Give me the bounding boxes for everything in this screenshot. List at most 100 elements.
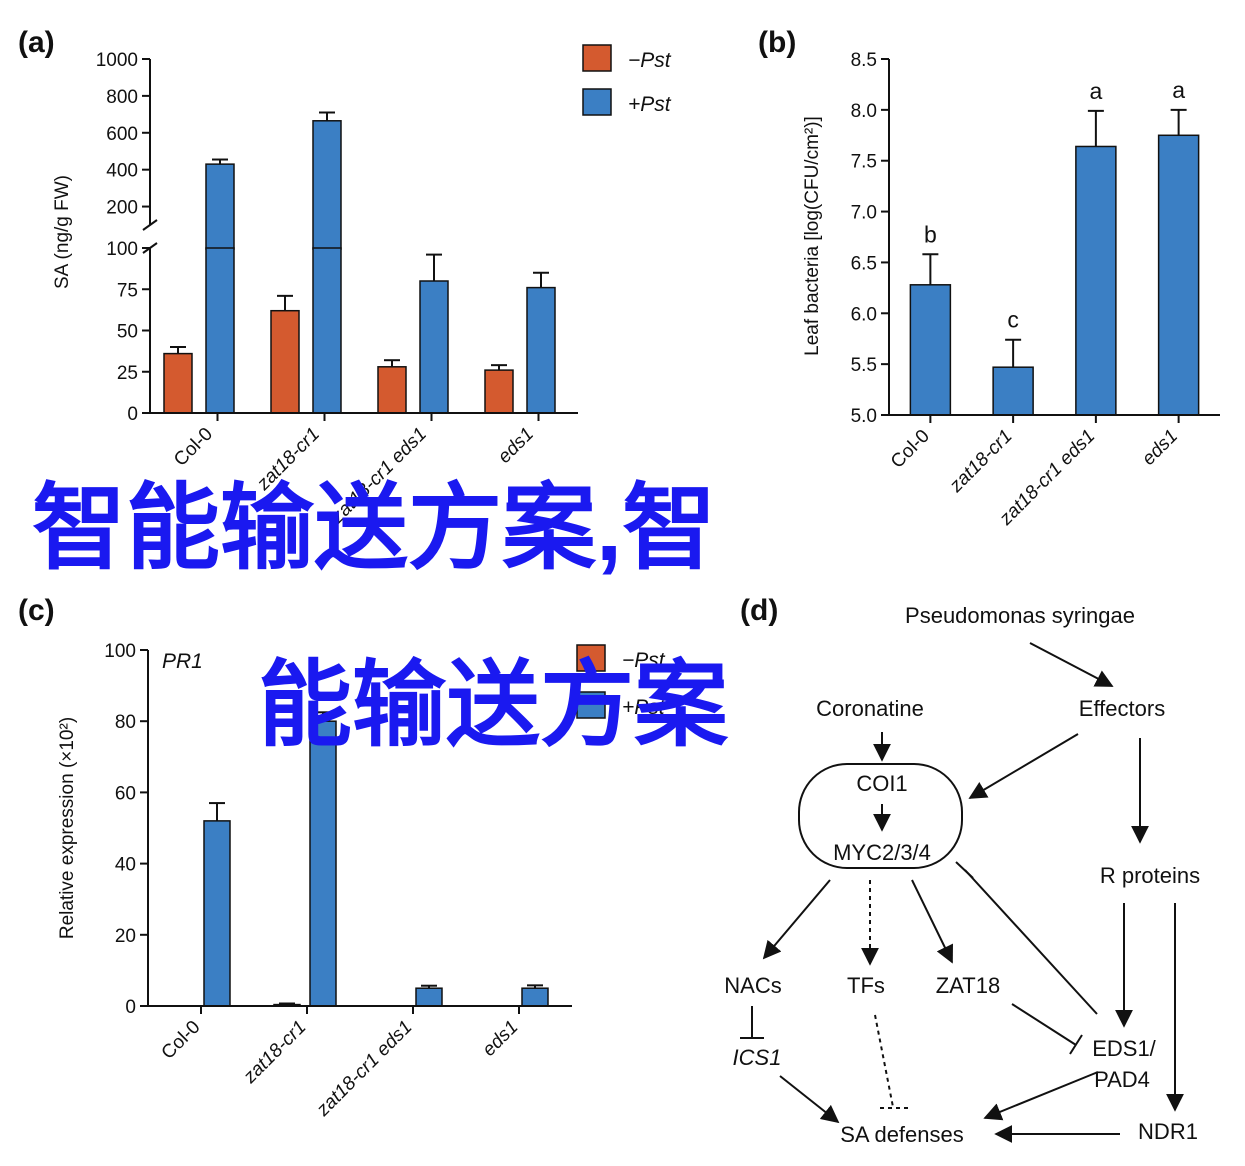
bar-leaf-bacteria <box>992 366 1034 416</box>
y-tick-label: 25 <box>117 363 138 384</box>
node-eds1-pad4-line1: EDS1/ <box>1092 1036 1156 1061</box>
legend-c-minus-label: −Pst <box>622 649 666 672</box>
y-tick-label: 0 <box>127 404 138 425</box>
panel-c-title: PR1 <box>162 650 203 673</box>
y-tick-label: 6.5 <box>851 253 877 274</box>
bar-plus-pst <box>205 163 235 250</box>
bar-plus-pst-lower <box>312 247 342 414</box>
node-nacs: NACs <box>724 973 781 998</box>
legend-c-plus-label: +Pst <box>622 696 666 719</box>
y-tick-label: 75 <box>117 280 138 301</box>
x-tick-label: zat18-cr1 <box>945 426 1017 498</box>
y-tick-label: 400 <box>106 161 138 182</box>
bar-minus-pst <box>270 309 300 414</box>
node-ndr1: NDR1 <box>1138 1119 1198 1144</box>
edge-myc-nacs <box>762 879 831 960</box>
node-eds1-pad4-line2: PAD4 <box>1094 1067 1150 1092</box>
y-tick-label: 600 <box>106 124 138 145</box>
bar-leaf-bacteria <box>1075 145 1117 416</box>
panel-b-ylabel: Leaf bacteria [log(CFU/cm²)] <box>802 116 823 356</box>
x-tick-label: Col-0 <box>170 424 217 471</box>
edge-ics1-sa <box>779 1075 840 1124</box>
node-coi1: COI1 <box>856 771 907 796</box>
bar-minus-pst <box>484 369 514 414</box>
x-tick-label: eds1 <box>494 424 538 468</box>
x-tick-label: zat18-cr1 eds1 <box>312 1017 416 1121</box>
node-sa-defenses: SA defenses <box>840 1122 964 1147</box>
panel-b-chart: (b) Leaf bacteria [log(CFU/cm²)] b c a a 5.… <box>758 26 1220 530</box>
legend-minus-swatch <box>582 44 612 72</box>
bar-minus-pst <box>163 352 193 414</box>
bar-plus-pst <box>309 720 337 1007</box>
legend-minus-label: −Pst <box>628 49 672 72</box>
edge-effectors-coi1 <box>968 733 1079 799</box>
significance-letter: c <box>1007 307 1019 333</box>
y-tick-label: 60 <box>115 783 136 804</box>
significance-letter: a <box>1089 78 1102 104</box>
y-tick-label: 50 <box>117 322 138 343</box>
y-tick-label: 80 <box>115 712 136 733</box>
node-zat18: ZAT18 <box>936 973 1000 998</box>
y-tick-label: 5.0 <box>851 406 877 427</box>
panel-c-label: (c) <box>18 594 55 627</box>
y-tick-label: 100 <box>106 239 138 260</box>
bar-plus-pst-lower <box>205 247 235 414</box>
node-effectors: Effectors <box>1079 696 1165 721</box>
y-tick-label: 0 <box>125 997 136 1018</box>
bar-plus-pst <box>526 286 556 414</box>
legend-c-plus-swatch <box>576 691 606 719</box>
node-myc: MYC2/3/4 <box>833 840 931 865</box>
edge-eds1-inhibits-myc <box>964 869 1098 1015</box>
node-ics1: ICS1 <box>733 1045 782 1070</box>
y-tick-label: 8.5 <box>851 50 877 71</box>
bar-plus-pst <box>203 820 231 1007</box>
x-tick-label: Col-0 <box>887 426 934 473</box>
panel-c-ylabel: Relative expression (×10²) <box>57 717 78 939</box>
panel-b-label: (b) <box>758 26 796 59</box>
watermark-line-2: 能输送方案 <box>258 652 729 757</box>
bar-plus-pst <box>419 280 449 414</box>
y-tick-label: 20 <box>115 926 136 947</box>
y-tick-label: 200 <box>106 198 138 219</box>
y-tick-label: 800 <box>106 87 138 108</box>
bar-plus-pst <box>521 987 549 1007</box>
x-tick-label: eds1 <box>479 1017 523 1061</box>
y-tick-label: 7.0 <box>851 203 877 224</box>
y-tick-label: 40 <box>115 855 136 876</box>
edge-pseudomonas-effectors <box>1029 642 1114 687</box>
y-tick-label: 7.5 <box>851 152 877 173</box>
x-tick-label: Col-0 <box>158 1017 205 1064</box>
y-tick-label: 1000 <box>96 50 138 71</box>
edge-eds1-inhibits-myc-bar <box>955 861 974 879</box>
edge-zat18-inhibits-eds1 <box>1011 1003 1077 1046</box>
legend-plus-swatch <box>582 88 612 116</box>
watermark-line-1: 智能输送方案,智 <box>32 475 716 580</box>
panel-d-diagram: (d) Pseudomonas syringae Coronatine Effe… <box>724 594 1200 1147</box>
y-tick-label: 5.5 <box>851 355 877 376</box>
node-pseudomonas: Pseudomonas syringae <box>905 603 1135 628</box>
panel-a-chart: (a) SA (ng/g FW) 0 25 50 75 100 200 400 600 800 1… <box>18 26 672 528</box>
panel-a-ylabel: SA (ng/g FW) <box>52 175 73 289</box>
y-tick-label: 6.0 <box>851 304 877 325</box>
legend-c-minus-swatch <box>576 644 606 672</box>
coi1-complex-box <box>798 763 963 869</box>
y-tick-label: 100 <box>104 641 136 662</box>
significance-letter: a <box>1172 77 1185 103</box>
x-tick-label: zat18-cr1 <box>239 1017 311 1089</box>
legend-plus-label: +Pst <box>628 93 672 116</box>
node-r-proteins: R proteins <box>1100 863 1200 888</box>
bar-plus-pst <box>415 987 443 1007</box>
significance-letter: b <box>924 221 937 247</box>
y-tick-label: 8.0 <box>851 101 877 122</box>
bar-leaf-bacteria <box>1157 134 1200 416</box>
node-tfs: TFs <box>847 973 885 998</box>
bar-leaf-bacteria <box>909 284 952 416</box>
edge-myc-zat18 <box>911 879 953 964</box>
edge-tfs-inhibits-sa <box>874 1014 894 1108</box>
bar-plus-pst <box>312 120 342 250</box>
panel-a-label: (a) <box>18 26 55 59</box>
panel-d-label: (d) <box>740 594 778 627</box>
edge-zat18-inhibits-eds1-bar <box>1069 1034 1083 1055</box>
edge-eds1-sa <box>983 1071 1099 1121</box>
